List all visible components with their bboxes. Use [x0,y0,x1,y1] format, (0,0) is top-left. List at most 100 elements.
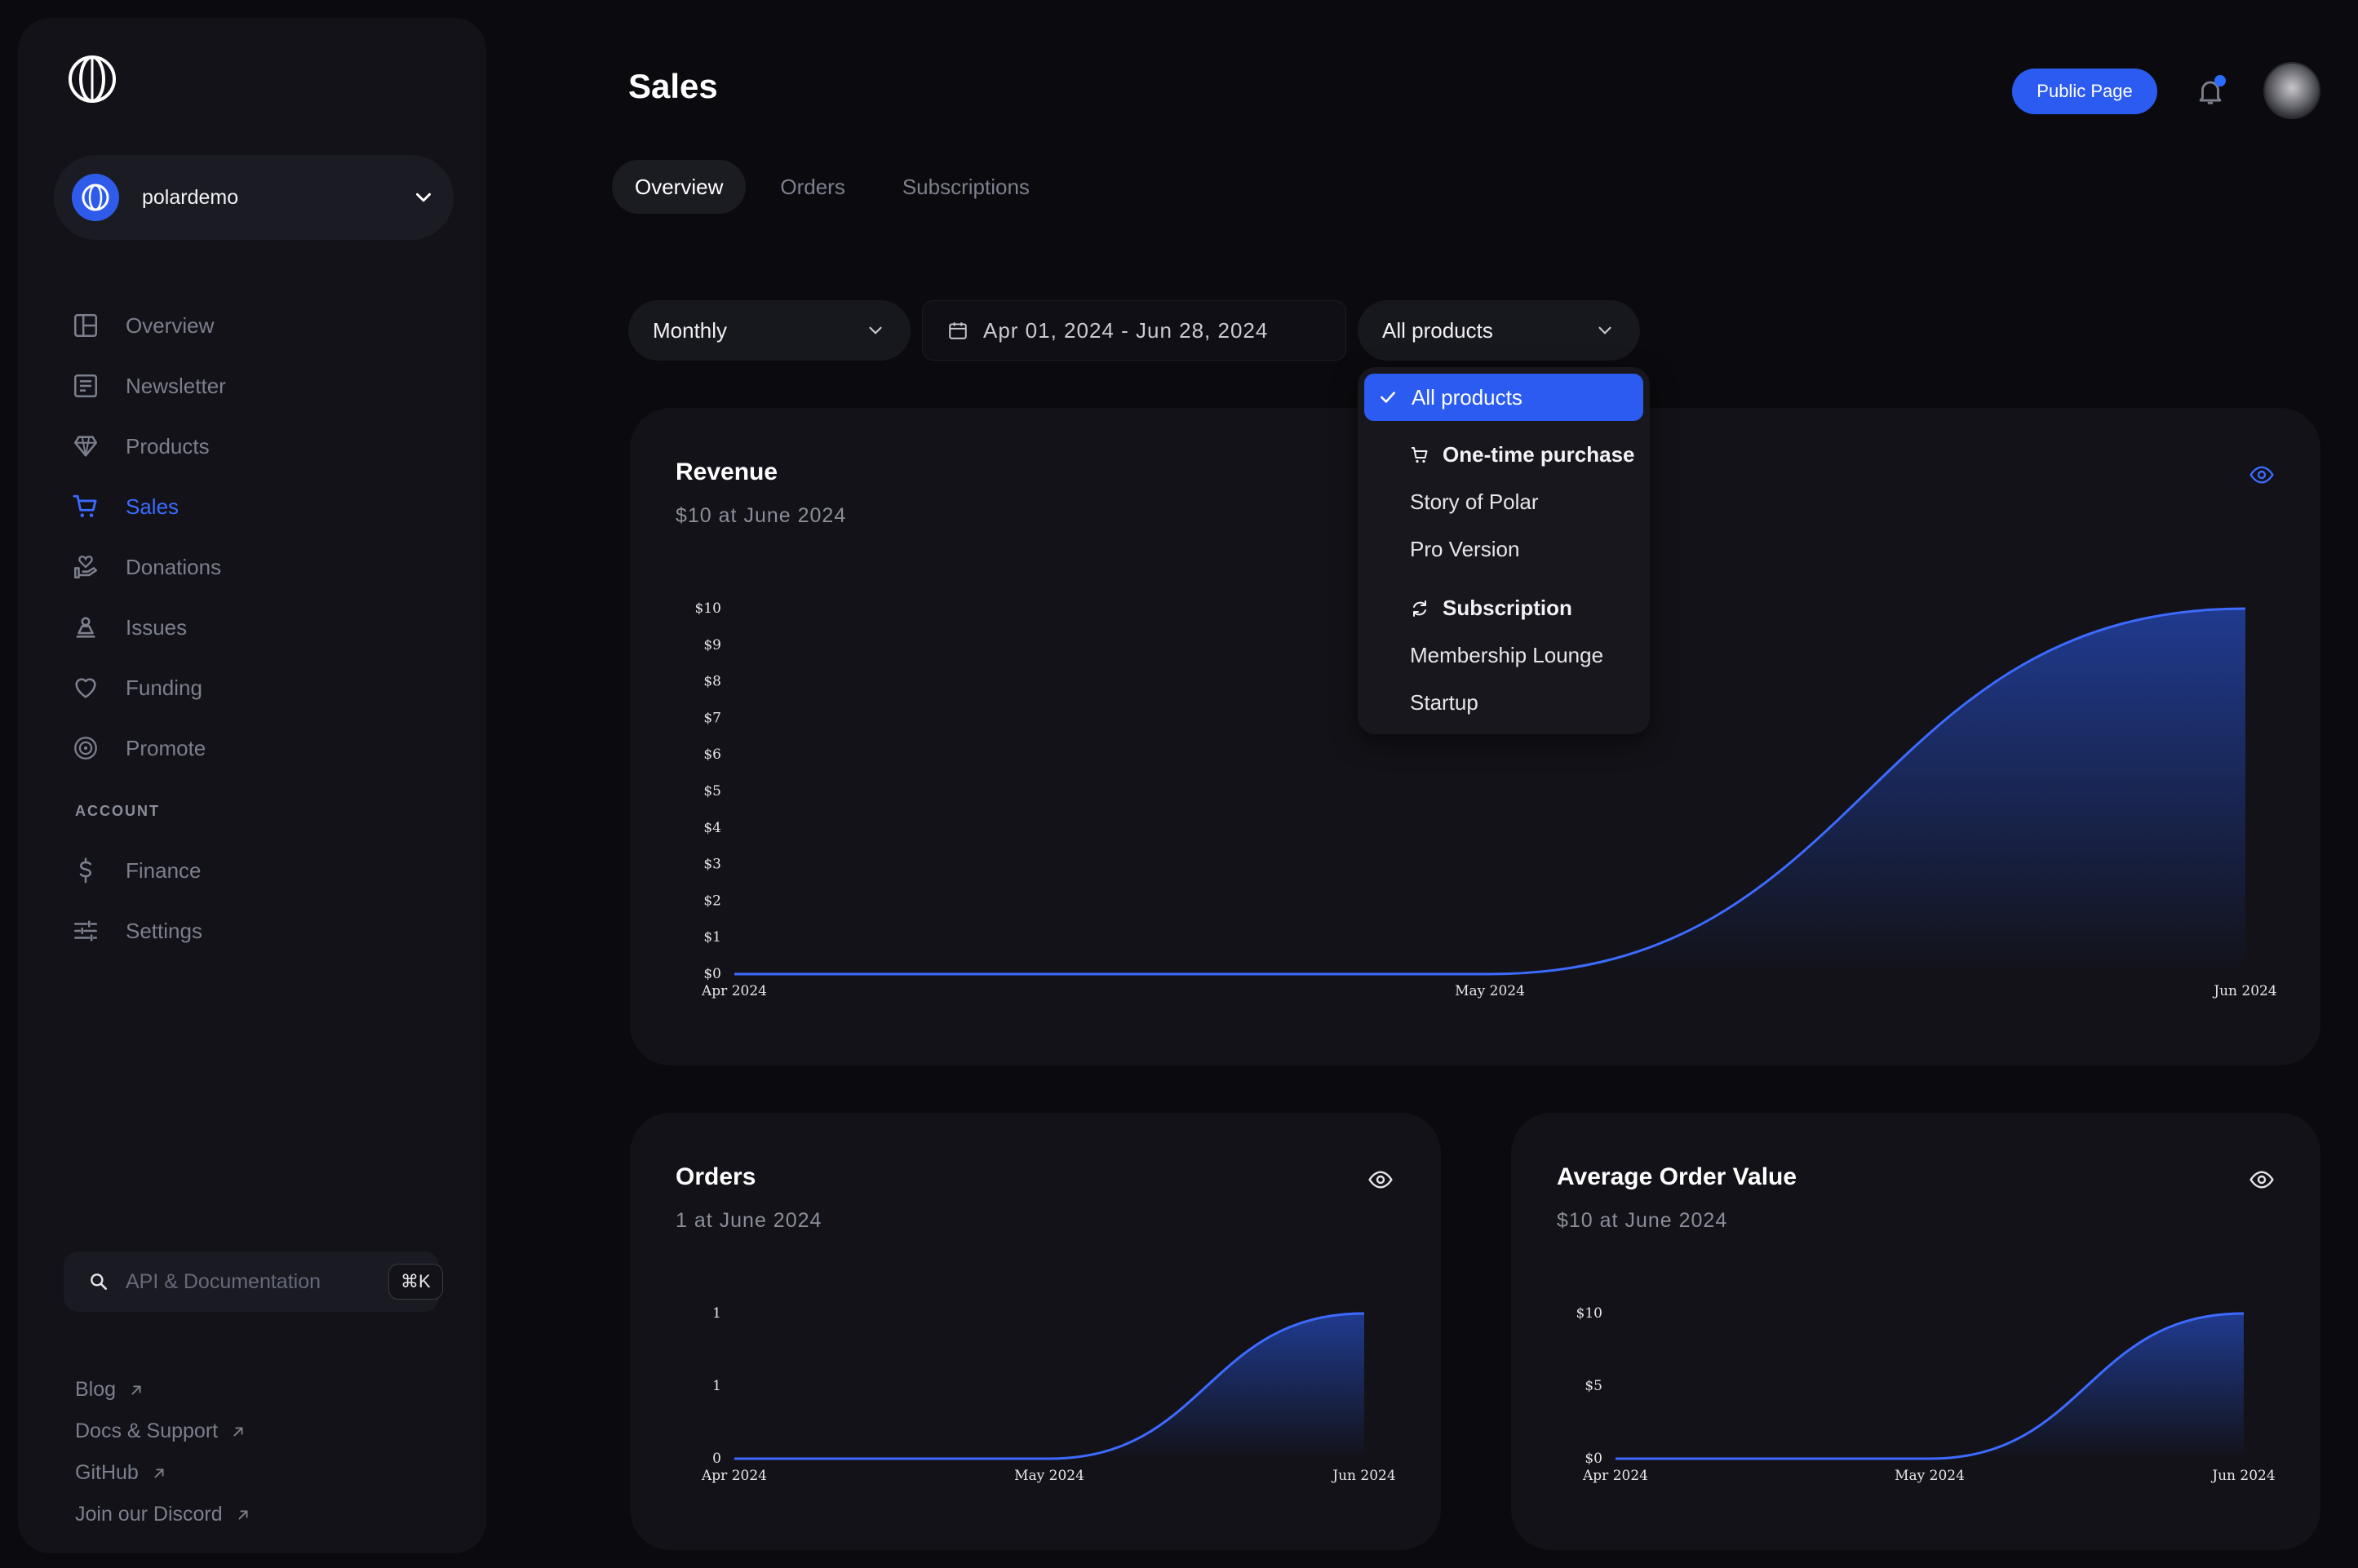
search-input[interactable] [126,1269,388,1294]
sidebar-item-label: Donations [126,554,222,579]
dropdown-option-story-of-polar[interactable]: Story of Polar [1410,489,1539,514]
link-label: Join our Discord [75,1503,223,1526]
heart-icon [75,678,96,698]
link-label: GitHub [75,1461,139,1484]
external-link-icon [154,1468,164,1477]
y-tick-label: $9 [703,637,721,653]
footer-links: Blog Docs & Support GitHub Join our Disc… [75,1369,252,1535]
sidebar-item-finance[interactable]: Finance [72,840,447,901]
sidebar-item-products[interactable]: Products [72,416,447,476]
y-tick-label: $3 [703,857,721,873]
org-avatar [72,174,119,221]
polar-logo-icon[interactable] [64,51,121,108]
newsletter-icon [73,374,98,398]
date-range-value: Apr 01, 2024 - Jun 28, 2024 [983,317,1269,343]
product-value: All products [1382,317,1493,343]
area-fill [1616,1313,2244,1459]
sidebar-item-funding[interactable]: Funding [72,658,447,718]
eye-icon[interactable] [2249,1167,2275,1193]
dropdown-option-startup[interactable]: Startup [1410,690,1478,715]
link-label: Blog [75,1378,117,1401]
group-label: Subscription [1443,596,1572,620]
dropdown-option-membership-lounge[interactable]: Membership Lounge [1410,643,1604,667]
eye-icon[interactable] [1367,1167,1394,1193]
x-tick-label: Apr 2024 [701,983,767,999]
blog-link[interactable]: Blog [75,1369,252,1411]
sidebar-item-issues[interactable]: Issues [72,597,447,658]
link-label: Docs & Support [75,1420,219,1442]
x-tick-label: May 2024 [1455,983,1525,999]
sidebar-item-donations[interactable]: Donations [72,537,447,597]
card-subtitle: 1 at June 2024 [676,1209,822,1232]
sidebar-item-settings[interactable]: Settings [72,901,447,961]
external-link-icon [131,1385,141,1394]
y-tick-label: 0 [712,1451,721,1467]
area-fill [734,609,2245,974]
sidebar-item-promote[interactable]: Promote [72,718,447,778]
x-tick-label: Apr 2024 [701,1468,767,1484]
external-link-icon [238,1510,248,1519]
check-icon [1381,392,1395,403]
interval-value: Monthly [653,317,728,343]
product-dropdown-menu: All products One-time purchase Story of … [1358,367,1650,734]
card-title: Average Order Value [1557,1163,1797,1190]
cart-icon [73,494,97,517]
y-tick-label: $8 [703,674,721,690]
notification-dot [2214,75,2226,86]
search-icon [91,1273,107,1290]
sidebar-item-sales[interactable]: Sales [72,476,447,537]
eye-icon[interactable] [2249,462,2275,488]
public-page-button[interactable]: Public Page [2012,69,2157,114]
dropdown-group-subscription: Subscription [1410,596,1572,621]
calendar-icon [949,322,967,339]
chevron-down-icon [416,193,431,202]
docs-support-link[interactable]: Docs & Support [75,1411,252,1452]
series-line [1616,1312,2245,1460]
product-select[interactable]: All products [1358,300,1640,361]
dropdown-option-pro-version[interactable]: Pro Version [1410,537,1520,561]
donation-icon [73,556,98,579]
revenue-chart: $0 $1 $2 $3 $4 $5 $6 $7 $8 $9 $10 Apr 2024 May 2024 J… [695,600,2277,999]
external-link-icon [233,1427,243,1436]
discord-link[interactable]: Join our Discord [75,1494,252,1535]
sidebar-item-label: Products [126,433,210,458]
sidebar-item-overview[interactable]: Overview [72,295,447,356]
sidebar-item-newsletter[interactable]: Newsletter [72,356,447,416]
issues-icon [76,617,95,638]
interval-select[interactable]: Monthly [628,300,911,361]
card-subtitle: $10 at June 2024 [1557,1209,1728,1232]
docs-search[interactable]: ⌘K [64,1251,443,1312]
y-tick-label: 1 [712,1378,721,1394]
diamond-icon [73,436,98,457]
sidebar-item-label: Issues [126,614,188,640]
x-tick-label: May 2024 [1014,1468,1084,1484]
area-fill [734,1313,1364,1459]
account-nav: Finance Settings [72,840,447,961]
tab-orders[interactable]: Orders [780,174,845,199]
dropdown-option-all-products[interactable]: All products [1364,374,1643,421]
org-switcher[interactable]: polardemo [54,155,454,240]
y-tick-label: 1 [712,1305,721,1322]
shortcut-badge: ⌘K [388,1264,443,1300]
card-subtitle: $10 at June 2024 [676,504,847,527]
sales-tabs: Overview Orders Subscriptions [612,160,1064,214]
dropdown-group-one-time: One-time purchase [1410,442,1635,467]
y-tick-label: $4 [703,820,721,836]
option-label: All products [1412,384,1523,410]
card-title: Revenue [676,458,778,485]
y-tick-label: $2 [703,893,721,909]
sidebar-item-label: Newsletter [126,373,226,398]
bell-icon[interactable] [2195,75,2226,108]
group-label: One-time purchase [1443,442,1635,467]
y-tick-label: $0 [1585,1451,1602,1467]
tab-overview[interactable]: Overview [612,160,747,214]
tab-subscriptions[interactable]: Subscriptions [902,174,1030,199]
sidebar-item-label: Settings [126,918,202,943]
date-range-picker[interactable]: Apr 01, 2024 - Jun 28, 2024 [922,300,1346,361]
series-line [734,1312,1365,1460]
sidebar-item-label: Funding [126,675,202,700]
y-tick-label: $5 [1585,1378,1602,1394]
user-avatar[interactable] [2263,62,2320,119]
github-link[interactable]: GitHub [75,1452,252,1494]
